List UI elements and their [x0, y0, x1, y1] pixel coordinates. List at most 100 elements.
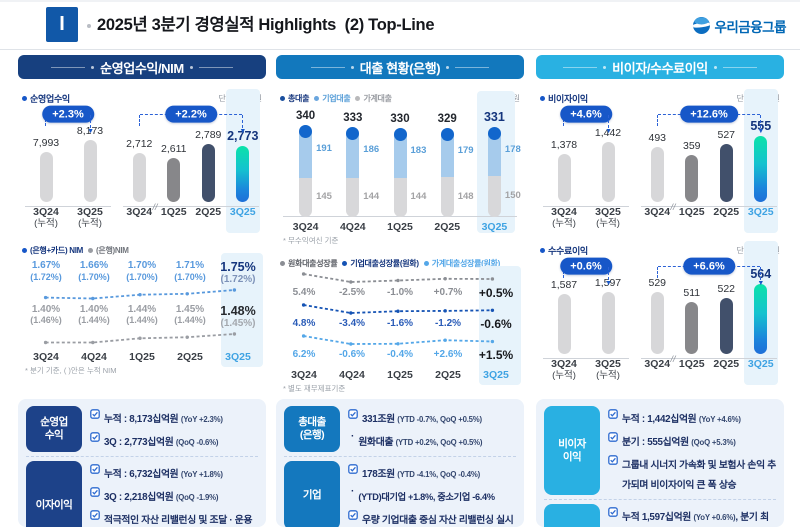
- x-label: 3Q25: [744, 202, 779, 233]
- legend-dot-icon: [540, 95, 545, 101]
- legend-item: (은행+카드) NIM: [22, 245, 83, 256]
- x-label-line: 3Q25: [595, 358, 621, 370]
- corporate-loans-value: 183: [410, 145, 427, 156]
- bar-value: 493: [648, 132, 667, 144]
- nim-cumulative-value: (1.44%): [78, 315, 110, 326]
- summary-label-line: (은행): [299, 429, 325, 441]
- household-loans-segment: [440, 177, 454, 217]
- bar-value: 2,611: [161, 143, 187, 155]
- footnote: * 분기 기준, ( )안은 누적 NIM: [25, 365, 117, 375]
- arrow-down-icon: ▼: [757, 128, 765, 135]
- x-label: 3Q25 (누적): [68, 202, 112, 233]
- growth-badge: +6.6%: [683, 257, 735, 275]
- bar-chart-panel: 수수료이익단위 : 십억원+0.6%▼1,5873Q24(누적)1,5973Q2…: [536, 240, 784, 385]
- summary-label: 기업: [284, 461, 340, 527]
- summary-text: 누적 : 1,442십억원 (YoY +4.6%): [622, 408, 741, 428]
- bar-group: +4.6% ▼ 1,378 3Q24 (누적) 1,442 3Q25 (누적): [542, 105, 630, 233]
- growth-value: 5.4%: [292, 287, 316, 298]
- check-icon: [608, 408, 618, 419]
- summary-items: 누적 1,597십억원 (YoY +0.6%), 분기 최대은행(WM, IB)…: [600, 504, 776, 527]
- section-marker: I: [46, 7, 78, 42]
- legend-dot-icon: [314, 95, 320, 101]
- bar-slot: 1,442 3Q25 (누적): [586, 105, 630, 233]
- x-label-line: 3Q25: [747, 358, 774, 370]
- x-label: 3Q24: [640, 202, 675, 233]
- bar-stack: 1,442: [586, 105, 630, 202]
- x-label-line: 2Q25: [713, 358, 740, 370]
- legend-dot-icon: [342, 260, 348, 266]
- legend: 수수료이익: [540, 244, 588, 257]
- summary-text: 331조원 (YTD -0.7%, QoQ +0.5%): [362, 408, 482, 428]
- text-segment: 원화대출: [358, 436, 396, 448]
- nim-quarterly-value: 1.71%: [175, 260, 205, 271]
- summary-label-line: 비이자: [558, 437, 586, 450]
- header-dot-icon: [446, 65, 450, 69]
- x-label-line: 3Q25: [77, 206, 103, 218]
- nim-cumulative-value: (1.72%): [220, 274, 256, 286]
- legend-item: 수수료이익: [540, 244, 588, 257]
- arrow-down-icon: ▼: [757, 280, 765, 287]
- growth-value: +0.7%: [433, 287, 463, 298]
- corporate-loans-value: 186: [363, 144, 380, 155]
- legend: (은행+카드) NIM (은행)NIM: [22, 245, 129, 256]
- legend-item: 가계대출: [355, 93, 392, 104]
- summary-box: 순영업 수익 누적 : 8,173십억원 (YoY +2.3%) 3Q : 2,773…: [18, 399, 266, 527]
- stacked-bar: 178 150: [487, 127, 521, 217]
- x-label: 3Q24 (누적): [542, 354, 586, 385]
- nim-quarterly-value: 1.40%: [31, 303, 61, 315]
- summary-items: 331조원 (YTD -0.7%, QoQ +0.5%) · 원화대출 (YTD +…: [340, 406, 516, 452]
- growth-badge: +12.6%: [680, 105, 738, 123]
- bar-value: 1,587: [550, 279, 578, 291]
- header-line: [198, 66, 233, 68]
- summary-text: 누적 : 8,173십억원 (YoY +2.3%): [104, 408, 223, 428]
- arrow-down-icon: ▼: [605, 280, 612, 287]
- growth-badge: +2.3%: [42, 105, 94, 123]
- axis-break: //: [670, 202, 676, 212]
- legend-label: 비이자이익: [548, 93, 588, 104]
- corporate-loans-value: 178: [504, 144, 521, 155]
- bar-value: 529: [648, 277, 667, 289]
- summary-items: 178조원 (YTD -4.1%, QoQ -0.4%) · (YTD)대기업 +1…: [340, 461, 516, 527]
- bar-stack: 2,611: [157, 105, 192, 202]
- growth-value: +2.6%: [433, 348, 463, 360]
- total-loans-value: 340: [296, 110, 316, 122]
- summary-item: · 원화대출 (YTD +0.2%, QoQ +0.5%): [348, 431, 516, 451]
- nim-line-panel: (은행+카드) NIM (은행)NIM 1.67% (1.72%) 1.66% (1.70…: [18, 240, 266, 376]
- x-label: 3Q24 (누적): [24, 202, 68, 233]
- nim-cumulative-value: (1.70%): [174, 271, 206, 282]
- chart-legend-row: 원화대출성장률 기업대출성장률(원화) 가계대출성장률(원화): [280, 256, 520, 270]
- x-label-line: 1Q25: [160, 206, 187, 218]
- x-label-line: 3Q25: [747, 206, 774, 218]
- summary-label: 비이자 이익: [544, 406, 600, 495]
- x-label: 3Q24: [640, 354, 675, 385]
- household-loans-segment: [393, 178, 407, 217]
- growth-value: -1.0%: [386, 287, 414, 298]
- legend-dot-icon: [355, 95, 361, 101]
- x-label-line: 3Q24: [644, 358, 671, 370]
- growth-line: [301, 333, 495, 346]
- nim-line: [43, 332, 237, 344]
- column-header-net-operating-revenue: 순영업수익/NIM: [18, 55, 266, 79]
- summary-row: 수수료이익누적 1,597십억원 (YoY +0.6%), 분기 최대은행(WM…: [544, 499, 776, 527]
- x-label: 3Q25: [225, 350, 251, 363]
- legend-item: 기업대출: [314, 93, 351, 104]
- header-line: [455, 66, 490, 68]
- household-loans-value: 148: [457, 191, 474, 202]
- corporate-loans-value: 179: [457, 145, 474, 156]
- legend-dot-icon: [280, 260, 285, 266]
- bar-slot: 1,378 3Q24 (누적): [542, 105, 586, 233]
- text-segment: 누적 : 6,732십억원: [104, 468, 181, 480]
- x-label: 1Q25: [129, 350, 155, 363]
- x-label: 3Q25: [481, 221, 508, 233]
- highlight-column: [221, 253, 263, 367]
- summary-item: 적극적인 자산 리밸런싱 및 조달 · 운용 최적화로 NIM 3분기 연속 상…: [90, 509, 258, 528]
- legend-label: 가계대출: [363, 93, 392, 103]
- growth-value: -2.5%: [338, 287, 366, 298]
- bar-slot: 529 3Q24: [640, 257, 675, 385]
- legend: 순영업수익: [22, 92, 70, 105]
- summary-label-line: 이익: [562, 450, 582, 463]
- summary-box: 비이자 이익 누적 : 1,442십억원 (YoY +4.6%) 분기 : 555십억…: [536, 399, 784, 527]
- summary-items: 누적 : 1,442십억원 (YoY +4.6%) 분기 : 555십억원 (Qo…: [600, 406, 776, 495]
- x-label: 3Q24: [33, 350, 59, 363]
